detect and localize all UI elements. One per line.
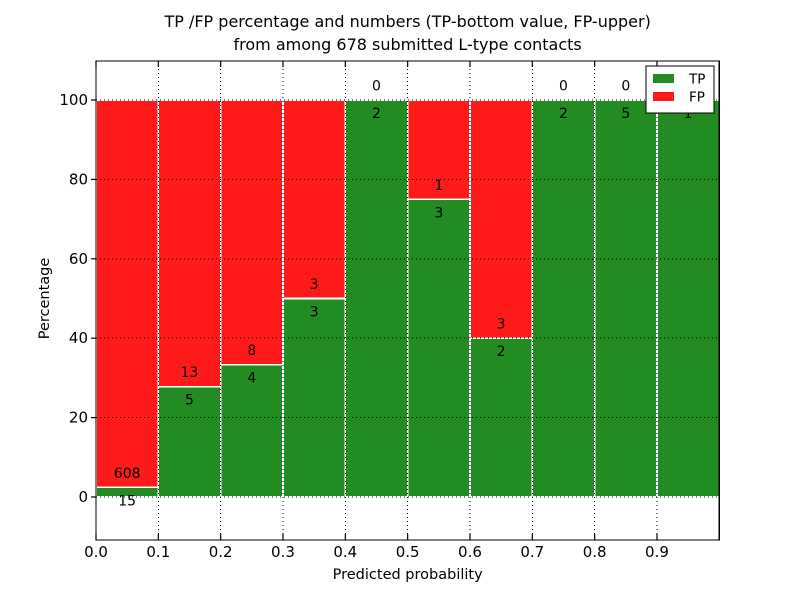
- x-tick-label: 0.0: [84, 543, 108, 561]
- y-tick-label: 40: [69, 329, 88, 347]
- legend-swatch-fp: [653, 92, 674, 101]
- x-tick-label: 0.8: [583, 543, 607, 561]
- tp-count-label: 5: [185, 393, 194, 409]
- x-axis-label: Predicted probability: [333, 567, 483, 583]
- fp-count-label: 8: [247, 343, 256, 359]
- legend-label-fp: FP: [689, 90, 705, 106]
- tp-bar-segment: [469, 337, 534, 498]
- fp-count-label: 1: [434, 178, 443, 194]
- tp-count-label: 3: [310, 305, 319, 321]
- y-tick-label: 0: [78, 488, 88, 506]
- chart-title-line2: from among 678 submitted L-type contacts: [234, 35, 582, 54]
- chart-title-line1: TP /FP percentage and numbers (TP-bottom…: [163, 12, 650, 31]
- y-tick-label: 80: [69, 170, 88, 188]
- fp-bar-segment: [95, 99, 160, 489]
- fp-bar-segment: [282, 99, 347, 300]
- tp-count-label: 3: [434, 205, 443, 221]
- fp-count-label: 13: [181, 365, 199, 381]
- legend-swatch-tp: [653, 74, 674, 83]
- tp-count-label: 2: [559, 106, 568, 122]
- x-tick-label: 0.7: [520, 543, 544, 561]
- tp-bar-segment: [593, 99, 658, 498]
- fp-count-label: 0: [372, 79, 381, 95]
- y-tick-label: 20: [69, 409, 88, 427]
- tp-count-label: 5: [621, 106, 630, 122]
- legend-box: [645, 65, 715, 114]
- tp-bar-segment: [344, 99, 409, 498]
- x-tick-label: 0.3: [271, 543, 295, 561]
- x-tick-label: 0.6: [458, 543, 482, 561]
- legend-label-tp: TP: [688, 72, 705, 88]
- fp-bar-segment: [219, 99, 284, 366]
- fp-count-label: 608: [114, 466, 141, 482]
- x-tick-label: 0.9: [645, 543, 669, 561]
- y-tick-label: 60: [69, 250, 88, 268]
- tp-bar-segment: [531, 99, 596, 498]
- y-tick-label: 100: [59, 91, 88, 109]
- tp-count-label: 2: [372, 106, 381, 122]
- fp-count-label: 3: [310, 277, 319, 293]
- fp-count-label: 3: [497, 317, 506, 333]
- tp-count-label: 1: [684, 106, 693, 122]
- tp-count-label: 2: [497, 344, 506, 360]
- fp-count-label: 0: [559, 79, 568, 95]
- tp-bar-segment: [656, 99, 721, 498]
- tp-count-label: 4: [247, 371, 256, 387]
- tp-count-label: 15: [118, 493, 136, 509]
- x-tick-label: 0.1: [146, 543, 170, 561]
- x-tick-label: 0.5: [396, 543, 420, 561]
- x-tick-label: 0.4: [333, 543, 357, 561]
- tp-bar-segment: [282, 297, 347, 498]
- tp-bar-segment: [406, 198, 471, 498]
- x-tick-label: 0.2: [209, 543, 233, 561]
- fp-bar-segment: [469, 99, 534, 339]
- tp-bar-segment: [157, 385, 222, 498]
- fp-count-label: 0: [621, 79, 630, 95]
- y-axis-label: Percentage: [37, 258, 53, 340]
- fp-bar-segment: [157, 99, 222, 388]
